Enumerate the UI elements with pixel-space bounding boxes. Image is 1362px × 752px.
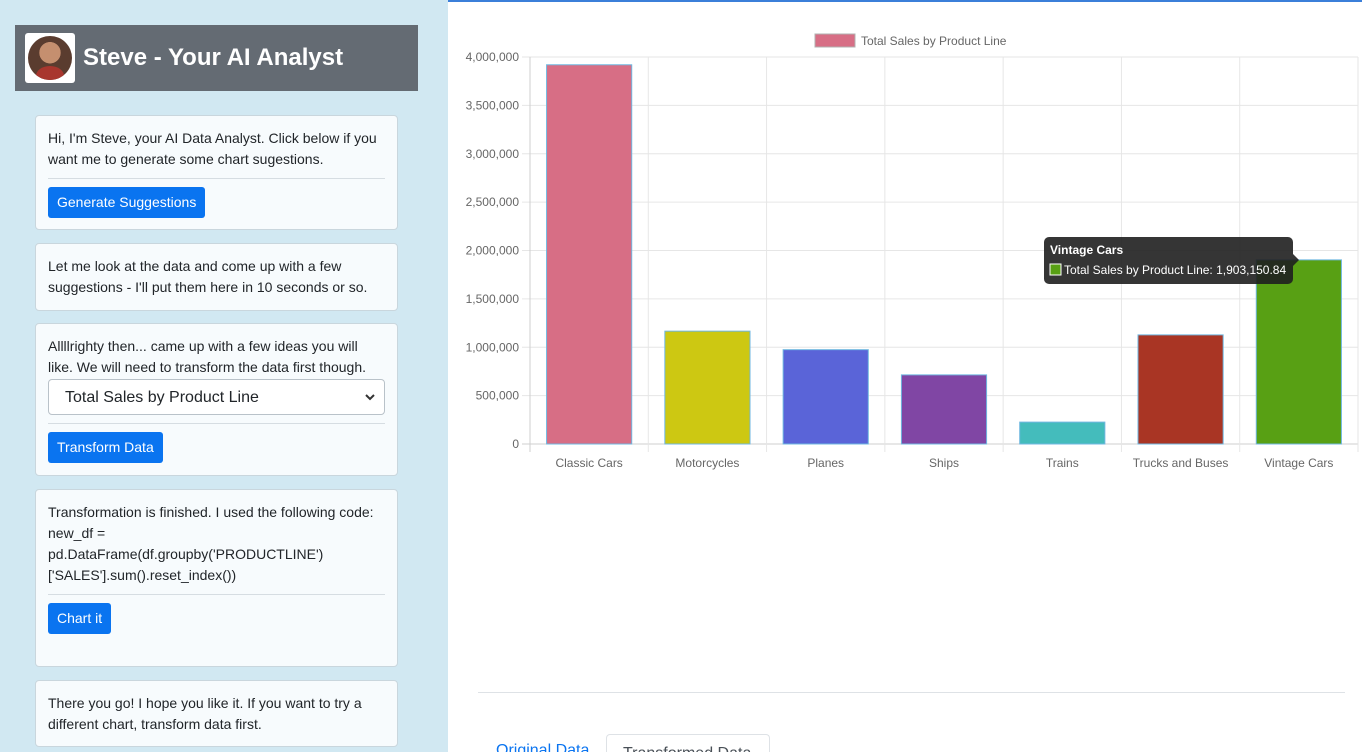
app-title: Steve - Your AI Analyst bbox=[83, 44, 344, 71]
generate-suggestions-button[interactable]: Generate Suggestions bbox=[48, 187, 206, 218]
divider bbox=[48, 594, 385, 595]
app-header: Steve - Your AI Analyst bbox=[15, 25, 418, 91]
y-tick-label: 4,000,000 bbox=[466, 50, 520, 64]
chat-sidebar: Steve - Your AI Analyst Hi, I'm Steve, y… bbox=[0, 0, 448, 752]
bar-classic-cars[interactable] bbox=[546, 64, 633, 445]
tab-original-data[interactable]: Original Data bbox=[496, 742, 590, 752]
transform-data-button[interactable]: Transform Data bbox=[48, 432, 163, 463]
x-tick-label: Trucks and Buses bbox=[1133, 456, 1229, 470]
divider bbox=[48, 423, 385, 424]
message-card-4: Transformation is finished. I used the f… bbox=[35, 489, 398, 667]
main-panel bbox=[448, 0, 1362, 752]
message-text: Allllrighty then... came up with a few i… bbox=[48, 338, 367, 375]
bar-planes[interactable] bbox=[782, 349, 869, 445]
suggestion-select[interactable]: Total Sales by Product Line bbox=[48, 379, 385, 415]
y-tick-label: 2,500,000 bbox=[466, 195, 520, 209]
message-text: Hi, I'm Steve, your AI Data Analyst. Cli… bbox=[48, 130, 377, 167]
message-text: Let me look at the data and come up with… bbox=[48, 258, 368, 295]
chart-it-button[interactable]: Chart it bbox=[48, 603, 112, 634]
tooltip-swatch bbox=[1049, 263, 1062, 276]
x-tick-label: Vintage Cars bbox=[1264, 456, 1333, 470]
legend-label: Total Sales by Product Line bbox=[861, 34, 1007, 48]
y-axis-ticks: 0 500,000 1,000,000 1,500,000 2,000,000 2,500… bbox=[466, 50, 520, 451]
x-axis-ticks: Classic Cars Motorcycles Planes Ships Trains… bbox=[555, 456, 1333, 470]
divider bbox=[48, 178, 385, 179]
x-tick-label: Trains bbox=[1046, 456, 1079, 470]
bar-motorcycles[interactable] bbox=[664, 330, 751, 445]
y-tick-label: 3,000,000 bbox=[466, 147, 520, 161]
legend-swatch bbox=[814, 33, 856, 48]
y-tick-label: 3,500,000 bbox=[466, 98, 520, 112]
tooltip-caret bbox=[1293, 254, 1299, 266]
chart-bars bbox=[546, 64, 1342, 445]
x-tick-label: Classic Cars bbox=[555, 456, 622, 470]
message-card-5: There you go! I hope you like it. If you… bbox=[35, 680, 398, 747]
bar-vintage-cars[interactable] bbox=[1255, 259, 1342, 445]
bar-trains[interactable] bbox=[1019, 421, 1106, 445]
message-text: Transformation is finished. I used the f… bbox=[48, 504, 374, 520]
x-tick-label: Planes bbox=[807, 456, 844, 470]
avatar bbox=[25, 33, 75, 83]
bar-trucks-and-buses[interactable] bbox=[1137, 334, 1224, 445]
y-tick-label: 1,500,000 bbox=[466, 292, 520, 306]
bar-ships[interactable] bbox=[900, 374, 988, 445]
tab-transformed-data[interactable]: Transformed Data bbox=[606, 734, 770, 752]
tooltip-label: Total Sales by Product Line: 1,903,150.8… bbox=[1064, 263, 1286, 277]
section-divider bbox=[478, 692, 1345, 693]
tooltip-title: Vintage Cars bbox=[1050, 243, 1123, 257]
chart-legend[interactable]: Total Sales by Product Line bbox=[814, 33, 1007, 48]
avatar-photo bbox=[28, 36, 72, 80]
y-tick-label: 1,000,000 bbox=[466, 340, 520, 354]
chevron-down-icon bbox=[365, 394, 375, 401]
message-text: There you go! I hope you like it. If you… bbox=[48, 695, 362, 732]
x-tick-label: Ships bbox=[929, 456, 959, 470]
message-card-2: Let me look at the data and come up with… bbox=[35, 243, 398, 311]
y-tick-label: 2,000,000 bbox=[466, 244, 520, 258]
x-tick-label: Motorcycles bbox=[675, 456, 739, 470]
bar-chart: 0 500,000 1,000,000 1,500,000 2,000,000 2,500… bbox=[466, 33, 1359, 470]
y-tick-label: 0 bbox=[512, 437, 519, 451]
message-card-1: Hi, I'm Steve, your AI Data Analyst. Cli… bbox=[35, 115, 398, 230]
code-block: new_df = pd.DataFrame(df.groupby('PRODUC… bbox=[48, 525, 324, 583]
select-value: Total Sales by Product Line bbox=[65, 388, 259, 406]
chart-tooltip: Vintage Cars Total Sales by Product Line… bbox=[1044, 237, 1299, 284]
tooltip-box bbox=[1044, 237, 1293, 284]
message-card-3: Allllrighty then... came up with a few i… bbox=[35, 323, 398, 476]
y-tick-label: 500,000 bbox=[476, 389, 520, 403]
